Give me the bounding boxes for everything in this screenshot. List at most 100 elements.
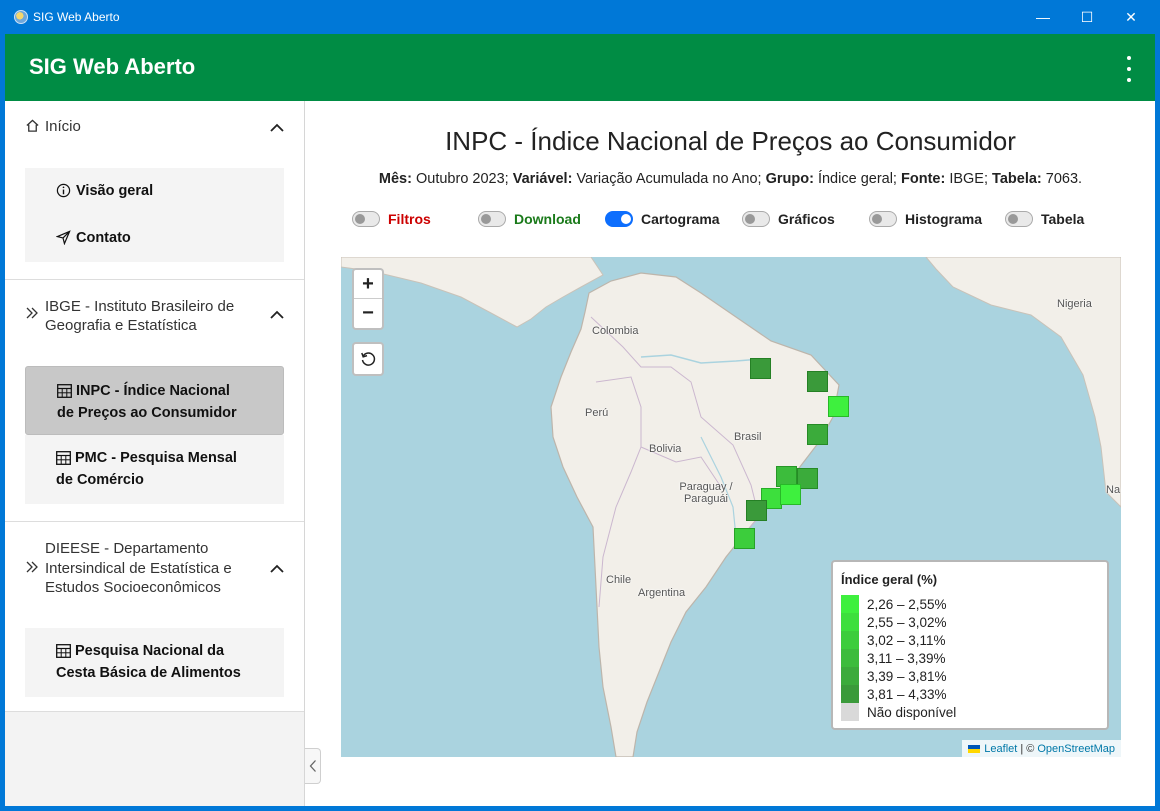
zoom-out-button[interactable]: − bbox=[362, 302, 374, 324]
cartogram-cell-porto-alegre[interactable] bbox=[734, 528, 755, 549]
sidebar-item-cesta-basica[interactable]: Pesquisa Nacional da Cesta Básica de Ali… bbox=[25, 628, 284, 697]
sidebar-item-contato[interactable]: Contato bbox=[25, 215, 284, 262]
legend-title: Índice geral (%) bbox=[841, 572, 938, 587]
meta-value-fonte: IBGE; bbox=[949, 171, 989, 187]
toggle-histograma[interactable]: Histograma bbox=[869, 209, 982, 229]
sidebar-item-pmc[interactable]: PMC - Pesquisa Mensal de Comércio bbox=[25, 435, 284, 504]
app-header: SIG Web Aberto bbox=[5, 34, 1155, 101]
legend-swatch bbox=[841, 649, 859, 667]
cartogram-cell-rio-de-janeiro[interactable] bbox=[780, 484, 801, 505]
map-place-label: Argentina bbox=[638, 587, 686, 599]
map-place-label: Paraguay / Paraguái bbox=[679, 481, 733, 505]
legend-label: 3,39 – 3,81% bbox=[867, 668, 947, 684]
toggle-label: Cartograma bbox=[641, 211, 720, 227]
chevron-left-icon bbox=[309, 760, 316, 772]
openstreetmap-link[interactable]: OpenStreetMap bbox=[1037, 742, 1115, 755]
basemap bbox=[341, 257, 1121, 757]
sidebar-section-header-inicio[interactable]: Início bbox=[5, 101, 304, 153]
more-options-icon[interactable] bbox=[1123, 56, 1135, 82]
toggle-graficos[interactable]: Gráficos bbox=[742, 209, 835, 229]
sidebar-section-ibge: IBGE - Instituto Brasileiro de Geografia… bbox=[5, 280, 304, 522]
sidebar-item-label: PMC - Pesquisa Mensal bbox=[75, 450, 237, 466]
close-button[interactable]: ✕ bbox=[1125, 8, 1137, 25]
meta-value-tabela: 7063. bbox=[1045, 171, 1083, 187]
toggle-cartograma[interactable]: Cartograma bbox=[605, 209, 720, 229]
dataset-metadata: Mês: Outubro 2023; Variável: Variação Ac… bbox=[306, 171, 1155, 187]
cartogram-cell-fortaleza[interactable] bbox=[807, 371, 828, 392]
legend-row: 2,55 – 3,02% bbox=[841, 613, 1099, 631]
table-icon bbox=[56, 643, 71, 665]
sidebar-section-header-dieese[interactable]: DIEESE - Departamento Intersindical de E… bbox=[5, 522, 304, 628]
legend-swatch bbox=[841, 685, 859, 703]
leaflet-link[interactable]: Leaflet bbox=[984, 742, 1018, 755]
toggle-label: Gráficos bbox=[778, 211, 835, 227]
toggle-switch[interactable] bbox=[605, 211, 633, 227]
table-icon bbox=[56, 450, 71, 472]
attribution-separator: | © bbox=[1020, 742, 1035, 755]
toggle-switch[interactable] bbox=[478, 211, 506, 227]
toggle-label: Tabela bbox=[1041, 211, 1085, 227]
chevron-up-icon[interactable] bbox=[270, 121, 284, 135]
cartogram-cell-recife[interactable] bbox=[828, 396, 849, 417]
map-legend: Índice geral (%) 2,26 – 2,55% 2,55 – 3,0… bbox=[831, 560, 1109, 730]
map-place-label: Na bbox=[1106, 484, 1121, 496]
cartogram-cell-belem[interactable] bbox=[750, 358, 771, 379]
sidebar-section-label: DIEESE - Departamento bbox=[45, 540, 209, 557]
sidebar-section-label: Geografia e Estatística bbox=[45, 317, 197, 334]
info-icon bbox=[56, 183, 71, 202]
reset-icon bbox=[361, 352, 376, 366]
minimize-button[interactable]: — bbox=[1036, 9, 1050, 25]
cartogram-cell-vitoria[interactable] bbox=[797, 468, 818, 489]
sidebar-item-inpc[interactable]: INPC - Índice Nacional de Preços ao Cons… bbox=[25, 366, 284, 435]
legend-row: Não disponível bbox=[841, 703, 1099, 721]
meta-label-grupo: Grupo: bbox=[765, 171, 814, 187]
map-place-label: Nigeria bbox=[1057, 298, 1092, 310]
window-titlebar: SIG Web Aberto — ☐ ✕ bbox=[0, 0, 1160, 34]
cartogram-cell-salvador[interactable] bbox=[807, 424, 828, 445]
cartogram-cell-curitiba[interactable] bbox=[746, 500, 767, 521]
toggle-filtros[interactable]: Filtros bbox=[352, 209, 431, 229]
chevron-up-icon[interactable] bbox=[270, 308, 284, 322]
chevrons-right-icon bbox=[25, 560, 39, 580]
meta-label-fonte: Fonte: bbox=[901, 171, 946, 187]
meta-value-variavel: Variação Acumulada no Ano; bbox=[576, 171, 762, 187]
toggle-download[interactable]: Download bbox=[478, 209, 581, 229]
sidebar-collapse-button[interactable] bbox=[305, 748, 321, 784]
sidebar-item-label: de Preços ao Consumidor bbox=[57, 405, 237, 421]
sidebar-item-visao-geral[interactable]: Visão geral bbox=[25, 168, 284, 215]
toggle-tabela[interactable]: Tabela bbox=[1005, 209, 1084, 229]
app-icon bbox=[14, 10, 28, 24]
legend-swatch bbox=[841, 595, 859, 613]
ukraine-flag-icon bbox=[968, 744, 981, 753]
map-place-label: Brasil bbox=[734, 431, 762, 443]
sidebar-section-label: Estudos Socioeconômicos bbox=[45, 579, 221, 596]
window-border-left bbox=[0, 34, 5, 811]
sidebar-section-header-ibge[interactable]: IBGE - Instituto Brasileiro de Geografia… bbox=[5, 280, 304, 366]
toggle-switch[interactable] bbox=[869, 211, 897, 227]
home-icon bbox=[25, 118, 40, 137]
legend-row: 3,11 – 3,39% bbox=[841, 649, 1099, 667]
window-border-right bbox=[1155, 34, 1160, 811]
sidebar-item-label: Contato bbox=[76, 230, 131, 246]
legend-swatch bbox=[841, 631, 859, 649]
toggle-switch[interactable] bbox=[352, 211, 380, 227]
send-icon bbox=[55, 230, 71, 249]
map-attribution: Leaflet | © OpenStreetMap bbox=[962, 740, 1121, 757]
legend-label: 2,55 – 3,02% bbox=[867, 614, 947, 630]
meta-value-mes: Outubro 2023; bbox=[415, 171, 509, 187]
legend-label: 2,26 – 2,55% bbox=[867, 596, 947, 612]
legend-label: 3,02 – 3,11% bbox=[867, 632, 946, 648]
map-place-label: Chile bbox=[606, 574, 632, 586]
map-view[interactable]: Colombia Perú Brasil Bolivia Paraguay / … bbox=[341, 257, 1121, 757]
chevrons-right-icon bbox=[25, 306, 39, 325]
toggle-switch[interactable] bbox=[742, 211, 770, 227]
chevron-up-icon[interactable] bbox=[270, 562, 284, 576]
window-border-bottom bbox=[0, 806, 1160, 811]
legend-swatch bbox=[841, 703, 859, 721]
toggle-label: Histograma bbox=[905, 211, 983, 227]
toggle-switch[interactable] bbox=[1005, 211, 1033, 227]
maximize-button[interactable]: ☐ bbox=[1080, 8, 1094, 25]
zoom-in-button[interactable]: + bbox=[354, 270, 382, 299]
meta-label-variavel: Variável: bbox=[512, 171, 573, 187]
reset-view-button[interactable] bbox=[352, 342, 384, 376]
